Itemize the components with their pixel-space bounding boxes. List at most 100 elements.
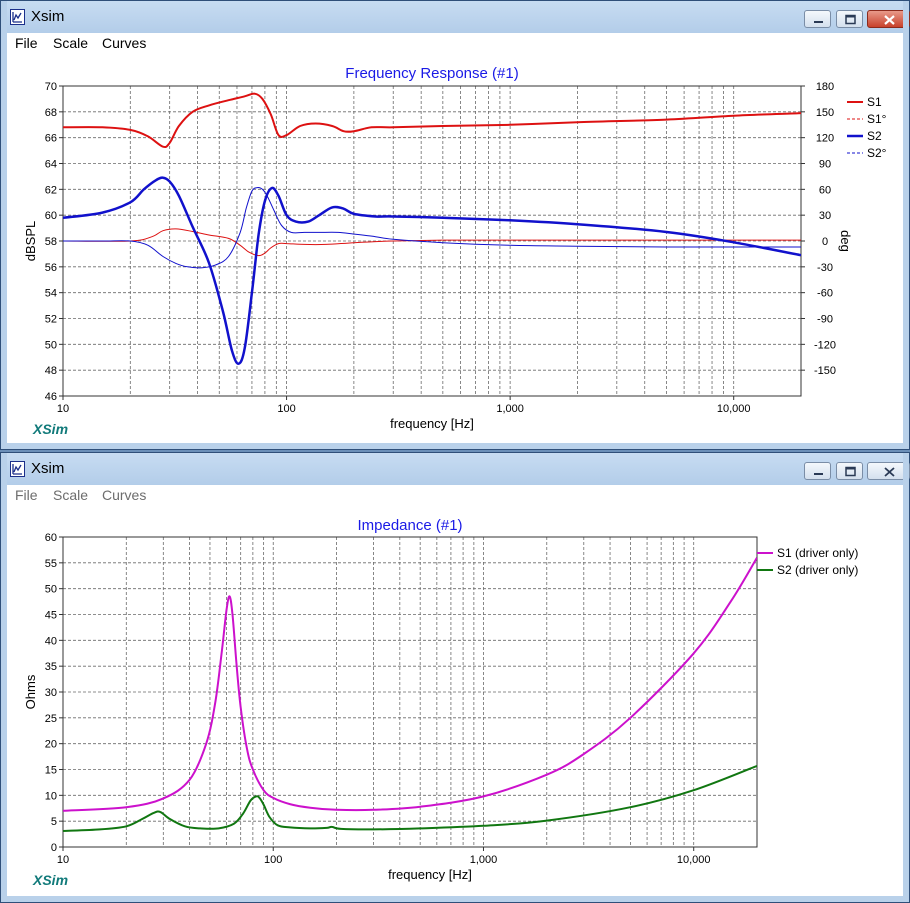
close-icon <box>884 467 895 477</box>
y-tick-label: 50 <box>45 584 57 596</box>
y2-tick-label: -90 <box>817 314 833 326</box>
legend-label-1: S1 (driver only) <box>777 546 858 560</box>
title-bar[interactable]: Xsim <box>1 1 910 33</box>
y2-axis-label: deg <box>838 230 853 252</box>
y2-tick-label: 0 <box>822 236 828 248</box>
legend-label-3: S2 <box>867 129 882 143</box>
grid <box>63 537 757 847</box>
series-line-4 <box>63 187 801 269</box>
menu-scale[interactable]: Scale <box>53 487 89 503</box>
window-title: Xsim <box>31 460 65 477</box>
series-line-1 <box>63 92 801 149</box>
window-frequency-response: Xsim File Scale Curves Frequency Respons… <box>0 0 910 450</box>
x-axis-label: frequency [Hz] <box>388 867 472 882</box>
menu-bar: File Scale Curves <box>7 485 903 505</box>
y-axis-label: Ohms <box>23 674 38 709</box>
y-tick-label: 48 <box>45 365 57 377</box>
y-tick-label: 20 <box>45 739 57 751</box>
x-tick-label: 10,000 <box>717 403 751 415</box>
close-button[interactable] <box>867 10 910 28</box>
y-tick-label: 0 <box>51 842 57 854</box>
y-tick-label: 60 <box>45 210 57 222</box>
legend-label-4: S2° <box>867 146 887 160</box>
y2-tick-label: -30 <box>817 262 833 274</box>
window-title: Xsim <box>31 8 65 25</box>
series-line-2 <box>63 764 757 832</box>
series-line-1 <box>63 557 757 812</box>
y2-tick-label: 90 <box>819 159 831 171</box>
chart-panel: Frequency Response (#1) 46 48 50 52 54 56 58 60 6… <box>7 54 903 443</box>
y2-tick-label: 180 <box>816 81 834 93</box>
y-tick-label: 58 <box>45 236 57 248</box>
y-tick-label: 62 <box>45 184 57 196</box>
series-line-2 <box>63 228 801 257</box>
maximize-icon <box>845 14 856 25</box>
title-bar[interactable]: Xsim <box>1 453 910 485</box>
watermark-logo: XSim <box>32 872 68 888</box>
close-button[interactable] <box>867 462 910 480</box>
y-tick-label: 60 <box>45 532 57 544</box>
y2-tick-label: -150 <box>814 365 836 377</box>
chart-title: Impedance (#1) <box>357 517 462 534</box>
y-tick-label: 52 <box>45 314 57 326</box>
series-group <box>63 557 757 832</box>
legend: S1 (driver only) S2 (driver only) <box>757 546 858 577</box>
minimize-icon <box>814 473 823 475</box>
y2-tick-label: 120 <box>816 133 834 145</box>
y-tick-label: 70 <box>45 81 57 93</box>
watermark-logo: XSim <box>32 421 68 437</box>
y-tick-label: 25 <box>45 713 57 725</box>
y-tick-label: 15 <box>45 765 57 777</box>
x-axis-label: frequency [Hz] <box>390 416 474 431</box>
maximize-button[interactable] <box>836 462 863 480</box>
menu-curves[interactable]: Curves <box>102 35 147 51</box>
y-tick-label: 5 <box>51 816 57 828</box>
y2-tick-label: 150 <box>816 107 834 119</box>
menu-curves[interactable]: Curves <box>102 487 147 503</box>
x-tick-label: 1,000 <box>496 403 524 415</box>
y-tick-label: 56 <box>45 262 57 274</box>
series-group <box>63 92 801 365</box>
y-tick-label: 10 <box>45 790 57 802</box>
y-tick-label: 46 <box>45 391 57 403</box>
y-tick-label: 35 <box>45 661 57 673</box>
menu-bar: File Scale Curves <box>7 33 903 53</box>
maximize-button[interactable] <box>836 10 863 28</box>
x-tick-label: 100 <box>277 403 295 415</box>
y-tick-label: 50 <box>45 339 57 351</box>
minimize-button[interactable] <box>804 462 831 480</box>
menu-file[interactable]: File <box>15 487 38 503</box>
legend-label-2: S1° <box>867 112 887 126</box>
window-impedance: Xsim File Scale Curves Impedance (#1) 0 5 1… <box>0 452 910 903</box>
menu-file[interactable]: File <box>15 35 38 51</box>
x-tick-label: 1,000 <box>470 854 498 866</box>
minimize-button[interactable] <box>804 10 831 28</box>
y2-tick-label: -60 <box>817 288 833 300</box>
x-tick-label: 100 <box>264 854 282 866</box>
app-icon <box>10 461 25 477</box>
minimize-icon <box>814 21 823 23</box>
legend: S1 S1° S2 S2° <box>847 95 887 160</box>
close-icon <box>884 15 895 25</box>
y-tick-label: 45 <box>45 610 57 622</box>
maximize-icon <box>845 466 856 477</box>
y-tick-label: 66 <box>45 133 57 145</box>
app-icon <box>10 9 25 25</box>
y2-tick-label: -120 <box>814 339 836 351</box>
series-line-3 <box>63 176 801 365</box>
grid <box>63 86 801 396</box>
y-axis-label: dBSPL <box>23 221 38 261</box>
impedance-chart: Impedance (#1) 0 5 10 15 20 25 30 35 40 45 50 55 60 10… <box>23 517 858 888</box>
frequency-response-chart: Frequency Response (#1) 46 48 50 52 54 56 58 60 6… <box>23 65 887 437</box>
y2-tick-label: 30 <box>819 210 831 222</box>
y-tick-label: 68 <box>45 107 57 119</box>
x-tick-label: 10 <box>57 854 69 866</box>
y-tick-label: 55 <box>45 558 57 570</box>
y-tick-label: 54 <box>45 288 57 300</box>
menu-scale[interactable]: Scale <box>53 35 89 51</box>
x-tick-label: 10 <box>57 403 69 415</box>
y-tick-label: 30 <box>45 687 57 699</box>
legend-label-1: S1 <box>867 95 882 109</box>
y2-tick-label: 60 <box>819 184 831 196</box>
y-tick-label: 40 <box>45 635 57 647</box>
